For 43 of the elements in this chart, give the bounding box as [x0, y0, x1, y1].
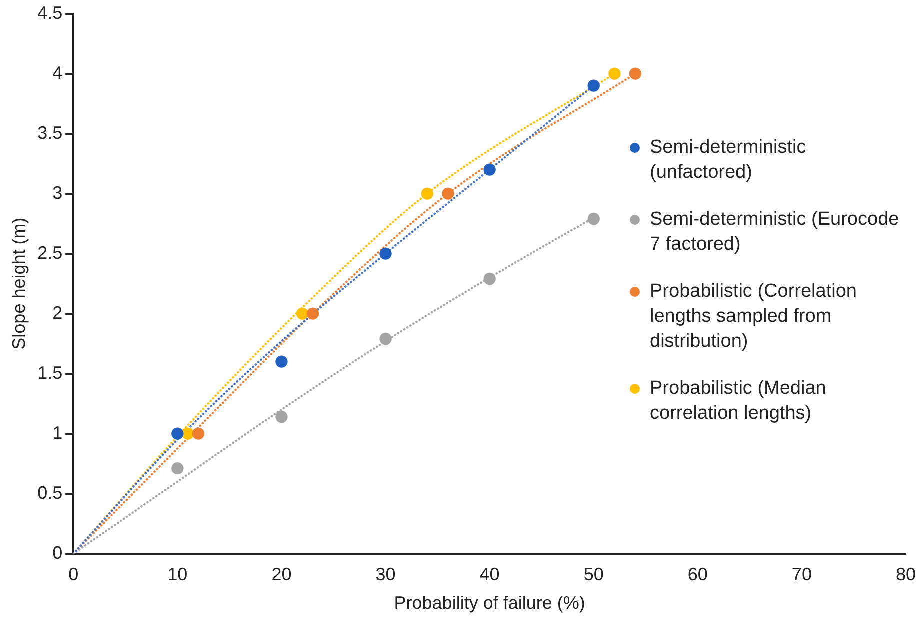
point [608, 68, 621, 80]
point [172, 462, 184, 475]
y-tick-label: 1.5 [38, 362, 63, 383]
point [588, 80, 600, 92]
x-tick-label: 30 [376, 564, 396, 585]
legend-label: Probabilistic (Correlation lengths sampled from distribution) [650, 280, 858, 354]
point [380, 332, 392, 346]
x-tick-label: 0 [68, 564, 79, 585]
point [192, 428, 205, 440]
point [484, 164, 496, 176]
point [421, 188, 434, 200]
x-axis-title: Probability of failure (%) [394, 593, 586, 614]
y-tick-label: 1 [52, 422, 63, 443]
point [182, 428, 194, 440]
y-tick-label: 0 [52, 542, 63, 563]
point [588, 212, 600, 226]
x-tick-label: 50 [584, 564, 604, 585]
y-tick-label: 3.5 [38, 122, 63, 143]
point [629, 68, 642, 80]
y-axis-title: Slope height (m) [8, 218, 29, 350]
y-tick-label: 3 [52, 182, 63, 203]
y-tick-label: 0.5 [38, 482, 63, 503]
x-tick-label: 60 [688, 564, 708, 585]
point [296, 308, 309, 320]
legend-label: Semi-deterministic (unfactored) [650, 136, 808, 185]
point [306, 308, 320, 320]
legend-label: Semi-deterministic (Eurocode 7 factored) [650, 208, 900, 257]
x-tick-label: 40 [480, 564, 500, 585]
point [172, 428, 184, 440]
point [276, 410, 288, 424]
y-tick-label: 4.5 [38, 2, 63, 23]
point [380, 248, 392, 260]
x-tick-label: 80 [896, 564, 916, 585]
y-tick-label: 4 [52, 62, 63, 83]
point [442, 188, 454, 200]
x-tick-label: 10 [168, 564, 188, 585]
y-tick-label: 2.5 [38, 242, 63, 263]
x-tick-label: 70 [792, 564, 812, 585]
point [484, 272, 496, 286]
y-tick-label: 2 [52, 302, 63, 323]
legend-label: Probabilistic (Median correlation lengths) [650, 377, 828, 426]
point [276, 356, 288, 368]
x-tick-label: 20 [272, 564, 292, 585]
